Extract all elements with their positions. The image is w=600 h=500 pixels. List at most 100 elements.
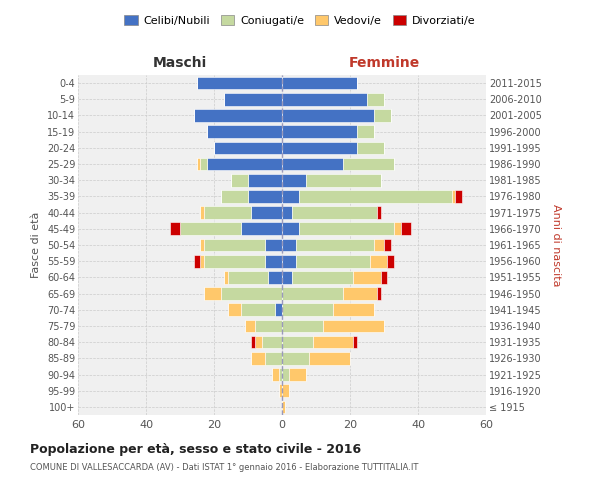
Bar — [227, 304, 241, 316]
Legend: Celibi/Nubili, Coniugati/e, Vedovi/e, Divorziati/e: Celibi/Nubili, Coniugati/e, Vedovi/e, Di… — [120, 10, 480, 30]
Bar — [262, 336, 282, 348]
Bar — [343, 288, 377, 300]
Bar — [207, 158, 282, 170]
Bar — [282, 174, 306, 186]
Y-axis label: Anni di nascita: Anni di nascita — [551, 204, 561, 286]
Bar — [221, 190, 248, 202]
Bar — [282, 336, 313, 348]
Bar — [282, 142, 357, 154]
Bar — [275, 304, 282, 316]
Bar — [357, 126, 374, 138]
Bar — [292, 271, 353, 283]
Bar — [265, 255, 282, 268]
Bar — [282, 352, 309, 364]
Bar — [204, 288, 221, 300]
Bar — [282, 93, 367, 106]
Bar — [282, 206, 292, 219]
Bar — [377, 288, 380, 300]
Bar — [282, 126, 357, 138]
Bar — [227, 271, 268, 283]
Bar — [309, 352, 350, 364]
Bar — [272, 368, 278, 381]
Bar — [278, 368, 282, 381]
Bar — [374, 109, 391, 122]
Bar — [313, 336, 353, 348]
Bar — [204, 238, 265, 252]
Bar — [380, 271, 388, 283]
Bar — [221, 288, 282, 300]
Bar — [241, 222, 282, 235]
Bar — [299, 222, 394, 235]
Bar — [357, 142, 384, 154]
Bar — [401, 222, 411, 235]
Bar — [282, 368, 289, 381]
Bar — [265, 238, 282, 252]
Bar — [251, 336, 255, 348]
Bar — [282, 320, 323, 332]
Bar — [384, 238, 391, 252]
Bar — [343, 158, 394, 170]
Bar — [299, 190, 452, 202]
Bar — [224, 271, 227, 283]
Bar — [282, 222, 299, 235]
Bar — [214, 142, 282, 154]
Bar — [255, 336, 262, 348]
Bar — [282, 190, 299, 202]
Bar — [282, 304, 333, 316]
Bar — [197, 158, 200, 170]
Bar — [194, 109, 282, 122]
Bar — [394, 222, 401, 235]
Bar — [245, 320, 255, 332]
Bar — [452, 190, 455, 202]
Bar — [370, 255, 388, 268]
Bar — [200, 238, 204, 252]
Bar — [224, 93, 282, 106]
Bar — [170, 222, 180, 235]
Bar — [282, 271, 292, 283]
Bar — [204, 206, 251, 219]
Bar — [367, 93, 384, 106]
Bar — [374, 238, 384, 252]
Bar — [194, 255, 200, 268]
Bar — [333, 304, 374, 316]
Bar — [292, 206, 377, 219]
Text: COMUNE DI VALLESACCARDA (AV) - Dati ISTAT 1° gennaio 2016 - Elaborazione TUTTITA: COMUNE DI VALLESACCARDA (AV) - Dati ISTA… — [30, 462, 418, 471]
Bar — [265, 352, 282, 364]
Bar — [388, 255, 394, 268]
Bar — [197, 77, 282, 90]
Bar — [180, 222, 241, 235]
Y-axis label: Fasce di età: Fasce di età — [31, 212, 41, 278]
Bar — [251, 352, 265, 364]
Text: Popolazione per età, sesso e stato civile - 2016: Popolazione per età, sesso e stato civil… — [30, 442, 361, 456]
Bar — [353, 271, 380, 283]
Bar — [282, 77, 357, 90]
Bar — [200, 158, 207, 170]
Bar — [282, 109, 374, 122]
Bar — [306, 174, 380, 186]
Bar — [200, 206, 204, 219]
Bar — [207, 126, 282, 138]
Bar — [282, 238, 296, 252]
Bar — [268, 271, 282, 283]
Bar — [248, 174, 282, 186]
Bar — [200, 255, 204, 268]
Bar — [251, 206, 282, 219]
Bar — [353, 336, 357, 348]
Bar — [241, 304, 275, 316]
Bar — [289, 368, 306, 381]
Bar — [282, 400, 286, 413]
Bar — [296, 255, 370, 268]
Text: Femmine: Femmine — [349, 56, 419, 70]
Bar — [455, 190, 462, 202]
Bar — [282, 255, 296, 268]
Bar — [282, 384, 289, 397]
Bar — [248, 190, 282, 202]
Bar — [278, 384, 282, 397]
Bar — [255, 320, 282, 332]
Bar — [282, 158, 343, 170]
Text: Maschi: Maschi — [153, 56, 207, 70]
Bar — [204, 255, 265, 268]
Bar — [296, 238, 374, 252]
Bar — [282, 288, 343, 300]
Bar — [377, 206, 380, 219]
